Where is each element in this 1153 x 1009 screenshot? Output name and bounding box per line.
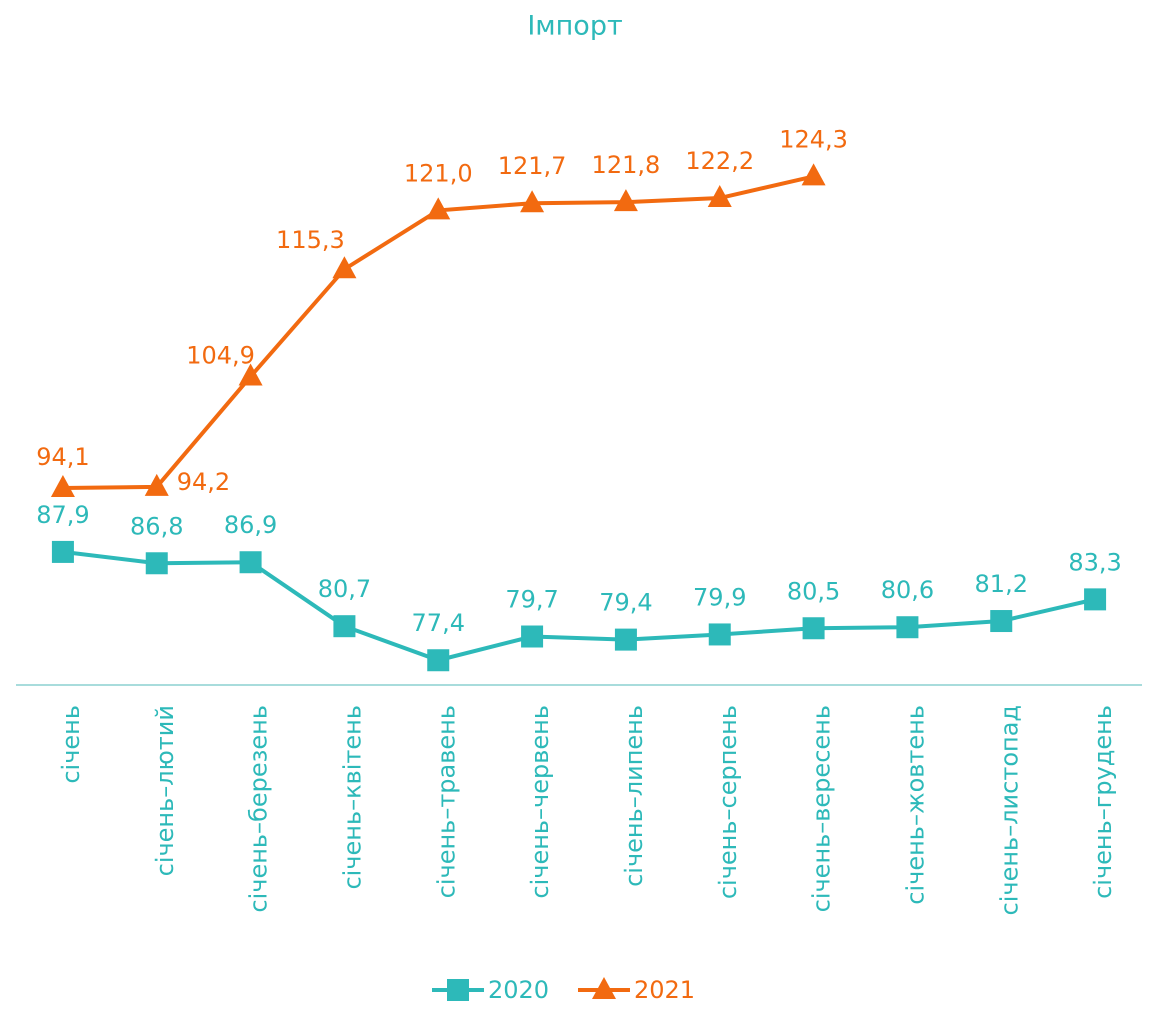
data-point [238,363,263,386]
data-label: 79,4 [599,589,652,617]
data-label: 86,8 [130,512,183,540]
x-tick-label: січень–березень [245,705,273,913]
data-label: 121,7 [498,152,567,180]
data-point [896,616,919,639]
data-label: 80,5 [787,577,840,605]
data-label: 124,3 [779,125,848,153]
data-label: 121,0 [404,159,473,187]
data-point [332,256,357,279]
data-label: 121,8 [592,151,661,179]
data-point [1084,588,1107,611]
data-point [613,189,638,212]
data-point [426,197,451,220]
data-point [144,473,169,496]
data-label: 87,9 [36,501,89,529]
data-label: 79,9 [693,583,746,611]
data-label: 86,9 [224,511,277,539]
data-point [51,540,74,563]
x-tick-label: січень–квітень [338,705,366,890]
data-label: 104,9 [186,342,255,370]
legend-marker [592,977,616,999]
data-point [521,625,544,648]
data-label: 83,3 [1068,548,1121,576]
data-point [802,617,825,640]
data-label: 81,2 [975,570,1028,598]
data-point [614,628,637,651]
x-tick-label: січень–листопад [995,705,1023,915]
legend-label: 2020 [488,976,549,1004]
data-label: 77,4 [412,609,465,637]
data-label: 80,7 [318,575,371,603]
data-label: 94,2 [177,468,230,496]
data-point [427,649,450,672]
x-tick-label: січень–жовтень [901,705,929,905]
x-tick-label: січень–червень [526,705,554,899]
x-tick-label: січень–вересень [808,705,836,912]
legend-label: 2021 [634,976,695,1004]
series-line [62,549,1096,663]
x-tick-label: січень–липень [620,705,648,887]
data-point [145,552,168,575]
series-line [62,174,815,490]
data-point [50,474,75,497]
chart-title: Імпорт [527,11,622,42]
x-tick-label: січень–лютий [151,705,179,876]
x-tick-label: січень [57,705,85,784]
legend-marker [447,979,469,1001]
x-tick-label: січень–грудень [1089,705,1117,899]
data-point [333,615,356,638]
x-tick-label: січень–травень [432,705,460,898]
data-point [239,551,262,574]
data-point [707,185,732,208]
data-label: 79,7 [505,586,558,614]
data-label: 80,6 [881,576,934,604]
data-point [708,623,731,646]
data-label: 115,3 [276,226,345,254]
x-tick-label: січень–серпень [714,705,742,899]
data-label: 94,1 [36,443,89,471]
data-point [520,190,545,213]
data-point [801,163,826,186]
data-point [990,610,1013,633]
data-label: 122,2 [685,147,754,175]
